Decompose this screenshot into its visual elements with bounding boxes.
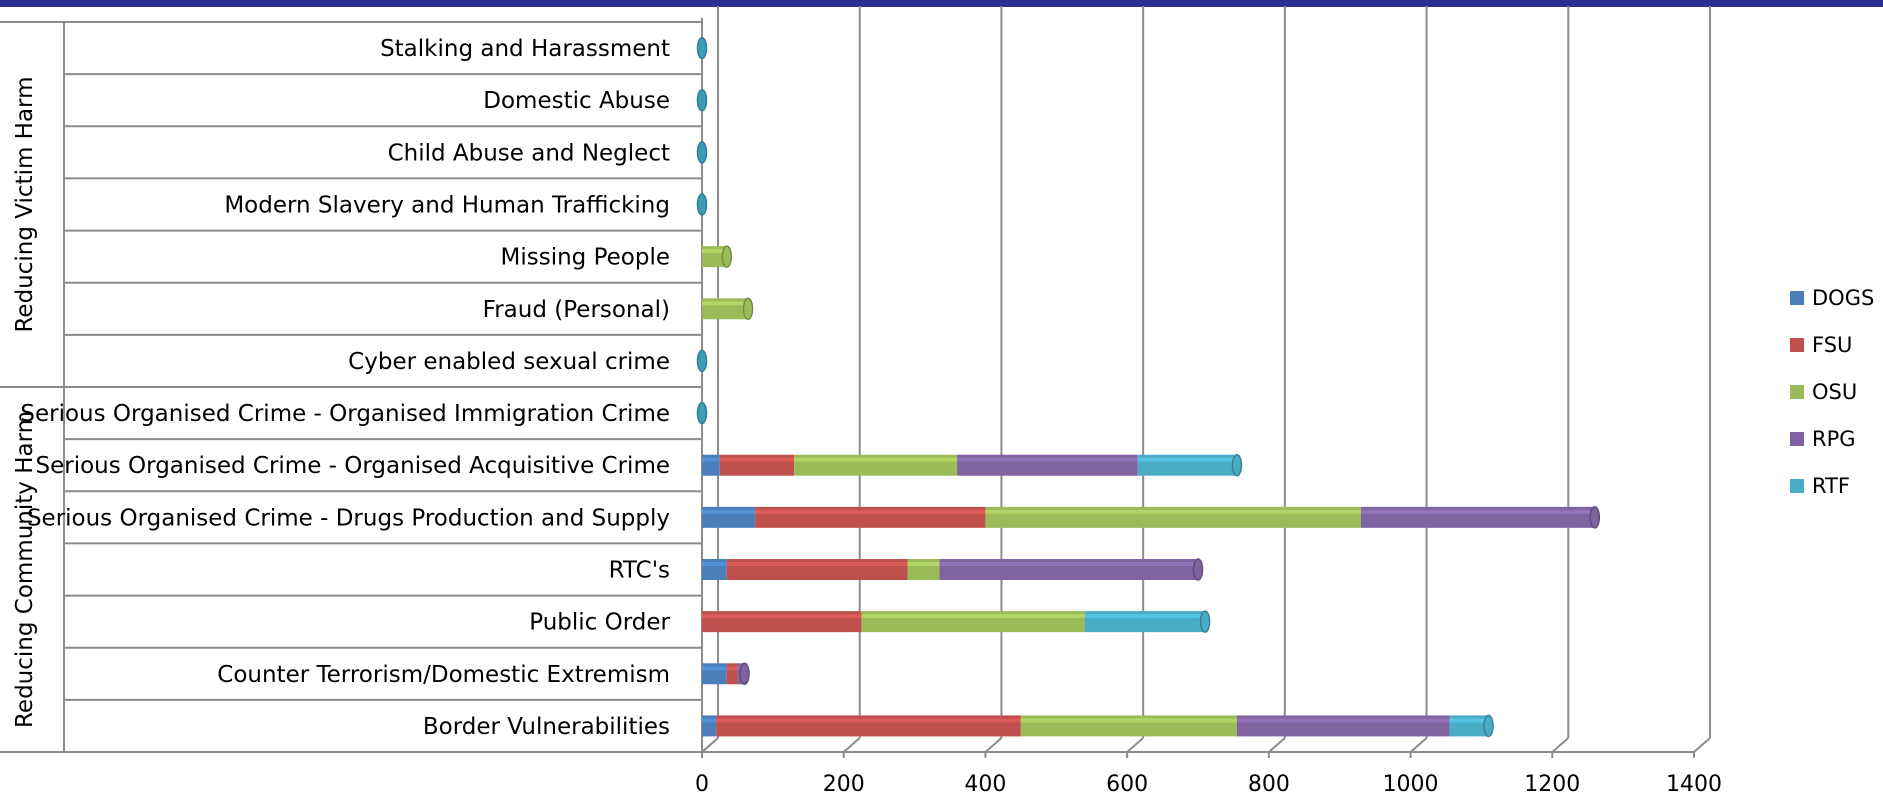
- bar-highlight-osu-missing-people: [702, 249, 727, 254]
- bar-fsu-counter-terrorism-domestic-extremism: [726, 663, 738, 685]
- bar-highlight-fsu-rtc-s: [726, 562, 908, 566]
- bar-highlight-osu-serious-organised-crime-organised-acquisitive-crime: [794, 457, 958, 462]
- bar-highlight-rpg-rtc-s: [939, 562, 1198, 566]
- bar-highlight-rtf-serious-organised-crime-organised-acquisitive-crime: [1137, 457, 1237, 462]
- bar-highlight-fsu-counter-terrorism-domestic-extremism: [726, 666, 738, 671]
- tick-label-1000: 1000: [1383, 772, 1439, 797]
- value-axis: 0 200 400 600 800 1000 1200 1400: [695, 751, 1722, 797]
- bar-highlight-osu-public-order: [861, 614, 1085, 619]
- bar-end-cap-stalking-and-harassment: [696, 36, 708, 60]
- category-label-modern-slavery-and-human-trafficking: Modern Slavery and Human Trafficking: [224, 193, 670, 219]
- category-label-domestic-abuse: Domestic Abuse: [483, 88, 670, 114]
- legend-label-rpg: RPG: [1812, 427, 1856, 451]
- legend-swatch-osu: [1790, 385, 1804, 399]
- tick-label-1200: 1200: [1524, 772, 1580, 797]
- category-axis: Stalking and Harassment Domestic Abuse Chi…: [0, 18, 703, 753]
- bar-end-cap-serious-organised-crime-organised-immigration-crime: [696, 401, 708, 425]
- bar-highlight-rtf-public-order: [1084, 614, 1206, 619]
- bar-end-cap-rtc-s: [1192, 558, 1204, 581]
- bar-highlight-osu-border-vulnerabilities: [1020, 718, 1237, 723]
- legend-swatch-fsu: [1790, 338, 1804, 352]
- gridline-floor-1000: [1409, 737, 1428, 753]
- bar-end-cap-missing-people: [721, 245, 733, 268]
- gridline-floor-800: [1268, 737, 1286, 753]
- gridline-floor-400: [984, 737, 1003, 753]
- gridline-floor-600: [1126, 737, 1144, 753]
- tick-label-1400: 1400: [1666, 772, 1722, 797]
- category-label-counter-terrorism-domestic-extremism: Counter Terrorism/Domestic Extremism: [217, 662, 670, 688]
- legend-label-osu: OSU: [1812, 380, 1857, 404]
- bar-end-cap-serious-organised-crime-drugs-production-and-supply: [1589, 506, 1601, 529]
- category-label-serious-organised-crime-drugs-production-and-supply: Serious Organised Crime - Drugs Producti…: [27, 505, 670, 531]
- bar-end-cap-cyber-enabled-sexual-crime: [696, 349, 708, 373]
- legend-swatch-rtf: [1790, 479, 1804, 493]
- gridline-floor-1400: [1693, 737, 1711, 753]
- bar-end-cap-public-order: [1199, 610, 1211, 633]
- legend-swatch-dogs: [1790, 291, 1804, 305]
- gridline-floor-0: [701, 737, 719, 753]
- bar-highlight-osu-rtc-s: [907, 562, 940, 566]
- gridline-floor-1200: [1551, 737, 1569, 753]
- category-label-border-vulnerabilities: Border Vulnerabilities: [423, 714, 670, 740]
- legend-label-fsu: FSU: [1812, 333, 1852, 357]
- tick-label-600: 600: [1106, 772, 1148, 797]
- bar-highlight-fsu-border-vulnerabilities: [716, 718, 1021, 723]
- bar-highlight-rpg-serious-organised-crime-drugs-production-and-supply: [1360, 509, 1595, 514]
- bar-highlight-rtf-border-vulnerabilities: [1449, 718, 1489, 723]
- bar-highlight-dogs-rtc-s: [702, 562, 727, 566]
- legend-label-rtf: RTF: [1812, 474, 1850, 498]
- gridlines: [701, 6, 1711, 753]
- gridline-floor-200: [843, 737, 861, 753]
- bar-highlight-fsu-serious-organised-crime-organised-acquisitive-crime: [719, 457, 795, 462]
- group-label-reducing-victim-harm: Reducing Victim Harm: [12, 76, 38, 332]
- bar-highlight-osu-fraud-personal: [702, 301, 749, 306]
- tick-label-200: 200: [823, 772, 865, 797]
- bar-highlight-dogs-serious-organised-crime-organised-acquisitive-crime: [702, 457, 720, 462]
- bar-highlight-rpg-serious-organised-crime-organised-acquisitive-crime: [957, 457, 1138, 462]
- legend-label-dogs: DOGS: [1812, 286, 1874, 310]
- category-label-rtc-s: RTC's: [609, 558, 670, 584]
- tick-label-0: 0: [695, 772, 709, 797]
- bar-highlight-fsu-serious-organised-crime-drugs-production-and-supply: [755, 509, 986, 514]
- category-label-stalking-and-harassment: Stalking and Harassment: [380, 36, 670, 62]
- bar-end-cap-domestic-abuse: [696, 88, 708, 112]
- category-label-fraud-personal: Fraud (Personal): [483, 297, 670, 323]
- bar-highlight-rpg-border-vulnerabilities: [1236, 718, 1450, 723]
- category-label-public-order: Public Order: [529, 610, 670, 636]
- bar-end-cap-serious-organised-crime-organised-acquisitive-crime: [1231, 453, 1243, 477]
- category-label-serious-organised-crime-organised-immigration-crime: Serious Organised Crime - Organised Immi…: [20, 401, 670, 427]
- bar-end-cap-border-vulnerabilities: [1483, 714, 1494, 738]
- bar-end-cap-counter-terrorism-domestic-extremism: [739, 662, 750, 686]
- tick-label-400: 400: [964, 772, 1006, 797]
- bar-end-cap-modern-slavery-and-human-trafficking: [696, 193, 708, 216]
- group-label-reducing-community-harm: Reducing Community Harm: [12, 411, 38, 728]
- top-band: [0, 0, 1883, 7]
- bar-highlight-dogs-serious-organised-crime-drugs-production-and-supply: [702, 509, 756, 514]
- bar-end-cap-fraud-personal: [742, 297, 754, 321]
- bar-end-cap-child-abuse-and-neglect: [696, 141, 708, 164]
- category-label-missing-people: Missing People: [501, 245, 671, 271]
- category-label-child-abuse-and-neglect: Child Abuse and Neglect: [388, 140, 670, 166]
- tick-label-800: 800: [1248, 772, 1290, 797]
- bar-highlight-fsu-public-order: [702, 614, 862, 619]
- bar-series: [696, 36, 1601, 738]
- legend-swatch-rpg: [1790, 432, 1804, 446]
- category-label-serious-organised-crime-organised-acquisitive-crime: Serious Organised Crime - Organised Acqu…: [36, 453, 671, 479]
- bar-highlight-osu-serious-organised-crime-drugs-production-and-supply: [985, 509, 1361, 514]
- category-label-cyber-enabled-sexual-crime: Cyber enabled sexual crime: [348, 349, 670, 375]
- bar-highlight-dogs-border-vulnerabilities: [702, 718, 717, 723]
- bar-highlight-dogs-counter-terrorism-domestic-extremism: [702, 666, 727, 671]
- legend: DOGS FSU OSU RPG RTF: [1790, 286, 1874, 498]
